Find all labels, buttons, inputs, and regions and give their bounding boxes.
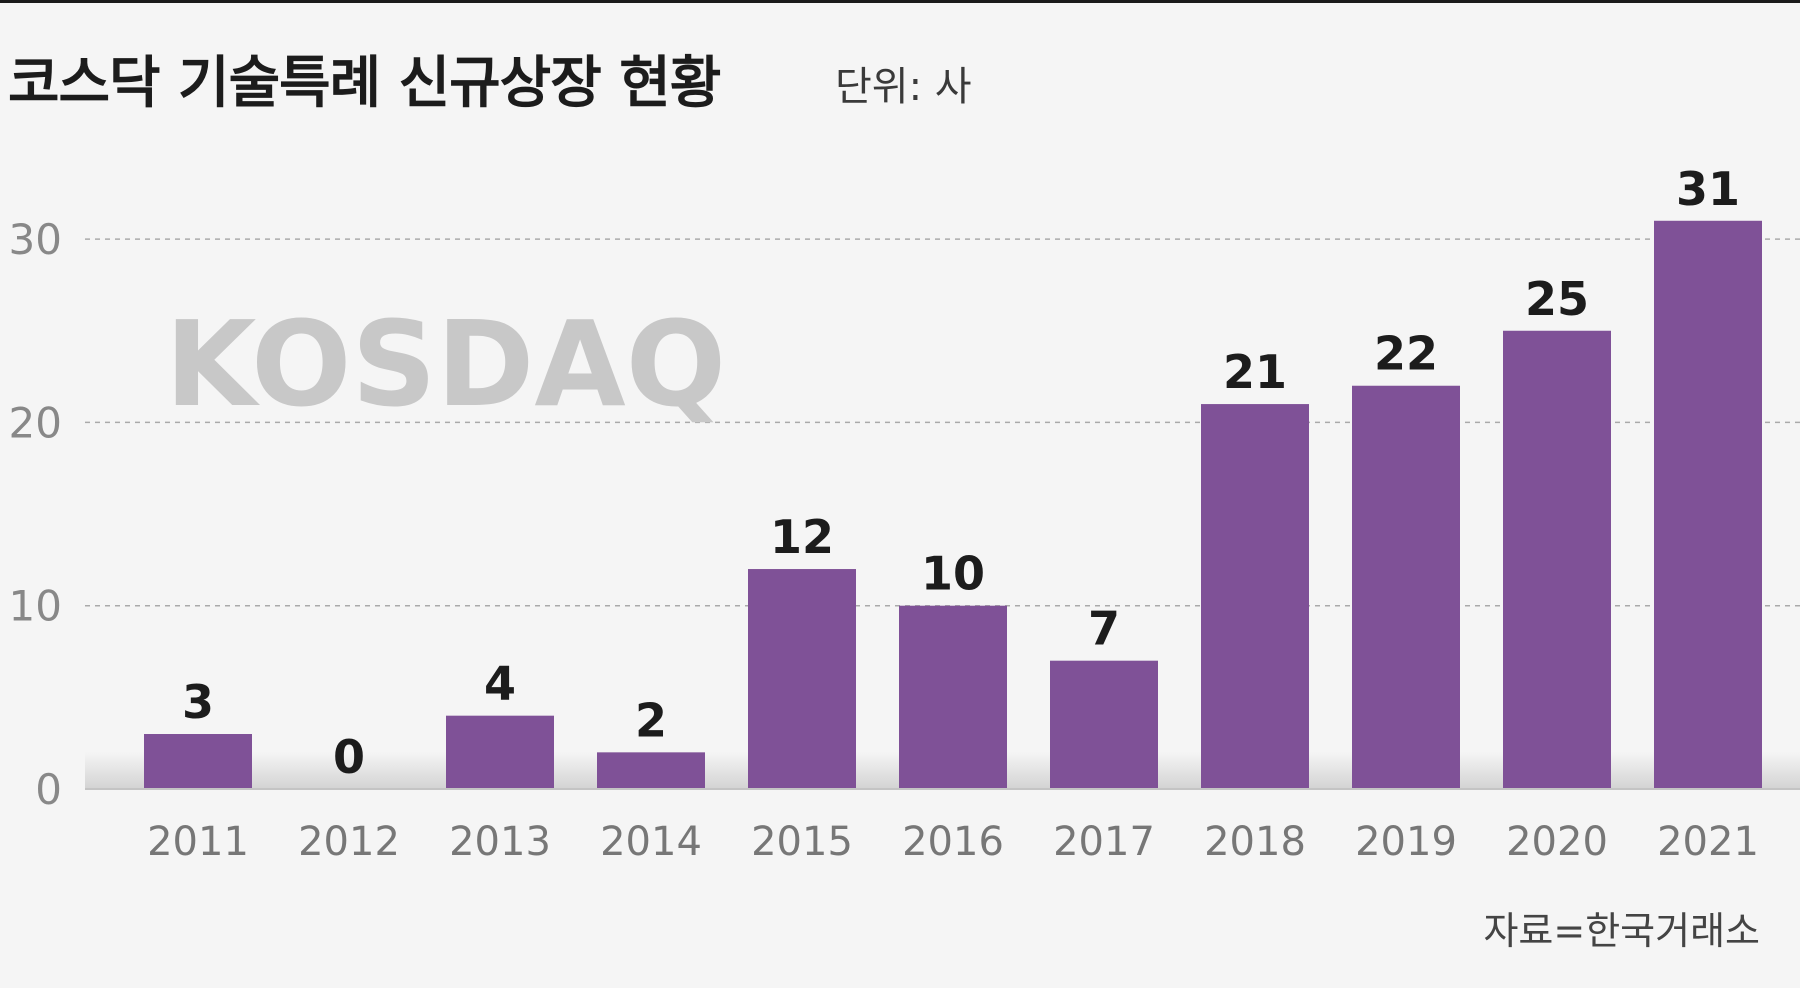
data-label: 7 [1088,602,1120,656]
bars [144,220,1762,789]
x-tick-label: 2016 [902,819,1004,865]
bar-2015 [748,569,856,789]
data-label: 4 [484,657,516,711]
x-tick-label: 2014 [600,819,702,865]
x-tick-label: 2015 [751,819,853,865]
y-tick-label: 20 [9,398,62,447]
data-label: 22 [1374,327,1438,381]
bar-2020 [1503,330,1611,789]
y-tick-label: 30 [9,215,62,264]
data-label: 3 [182,675,214,729]
x-tick-label: 2018 [1204,819,1306,865]
bar-2021 [1654,220,1762,789]
x-tick-label: 2019 [1355,819,1457,865]
bar-2011 [144,734,252,789]
y-tick-label: 0 [35,765,62,814]
data-label: 12 [770,510,834,564]
x-tick-label: 2021 [1657,819,1759,865]
x-tick-label: 2012 [298,819,400,865]
bar-2017 [1050,660,1158,789]
top-rule [0,0,1800,3]
bar-2018 [1201,404,1309,789]
bar-2016 [899,605,1007,789]
data-label: 25 [1525,272,1589,326]
data-label: 2 [635,693,667,747]
x-tick-label: 2020 [1506,819,1608,865]
data-label: 21 [1223,345,1287,399]
kosdaq-watermark: KOSDAQ [165,295,726,433]
data-label: 0 [333,730,365,784]
source-note: 자료=한국거래소 [1483,909,1760,953]
x-tick-label: 2017 [1053,819,1155,865]
bar-2013 [446,715,554,789]
x-tick-label: 2011 [147,819,249,865]
data-label: 10 [921,547,985,601]
labels: 0 10 20 30 3 2011 0 2012 4 2013 2 2014 12 2015 10 2016 7… [9,162,1759,865]
chart-title: 코스닥 기술특례 신규상장 현황 [8,51,721,116]
y-tick-label: 10 [9,582,62,631]
bar-2014 [597,752,705,789]
bar-2019 [1352,385,1460,789]
x-tick-label: 2013 [449,819,551,865]
data-label: 31 [1676,162,1740,216]
unit-label: 단위: 사 [835,64,972,110]
